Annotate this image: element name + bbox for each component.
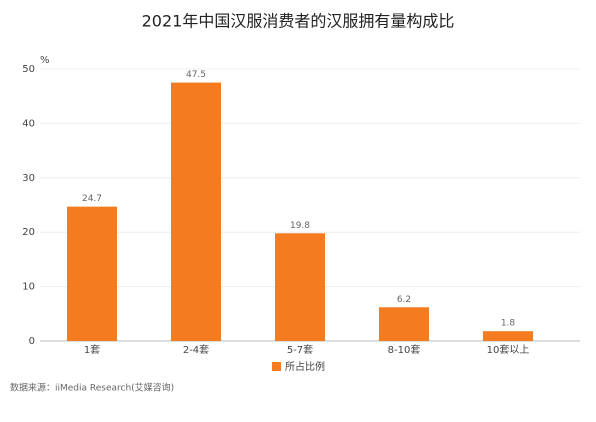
bar bbox=[171, 82, 221, 341]
x-tick-label: 2-4套 bbox=[183, 343, 209, 356]
bar bbox=[483, 331, 533, 341]
chart-title: 2021年中国汉服消费者的汉服拥有量构成比 bbox=[142, 12, 455, 31]
data-label: 24.7 bbox=[82, 194, 102, 204]
legend-swatch bbox=[272, 362, 281, 371]
source-note: 数据来源：iiMedia Research(艾媒咨询) bbox=[10, 382, 174, 394]
bar bbox=[275, 233, 325, 341]
x-tick-label: 8-10套 bbox=[388, 343, 421, 356]
data-label: 19.8 bbox=[290, 221, 310, 231]
y-tick-label: 10 bbox=[22, 282, 35, 293]
data-label: 47.5 bbox=[186, 70, 206, 80]
x-tick-label: 10套以上 bbox=[487, 343, 530, 356]
x-tick-label: 5-7套 bbox=[287, 343, 313, 356]
y-tick-label: 50 bbox=[22, 64, 35, 75]
legend-label: 所占比例 bbox=[285, 360, 325, 373]
bar bbox=[67, 206, 117, 341]
bar bbox=[379, 307, 429, 341]
x-tick-label: 1套 bbox=[84, 343, 100, 356]
data-label: 6.2 bbox=[397, 295, 411, 305]
y-tick-label: 0 bbox=[29, 336, 35, 347]
y-unit: % bbox=[40, 55, 50, 66]
y-tick-label: 40 bbox=[22, 118, 35, 129]
y-tick-label: 20 bbox=[22, 227, 35, 238]
data-label: 1.8 bbox=[501, 319, 516, 329]
y-tick-label: 30 bbox=[22, 173, 35, 184]
